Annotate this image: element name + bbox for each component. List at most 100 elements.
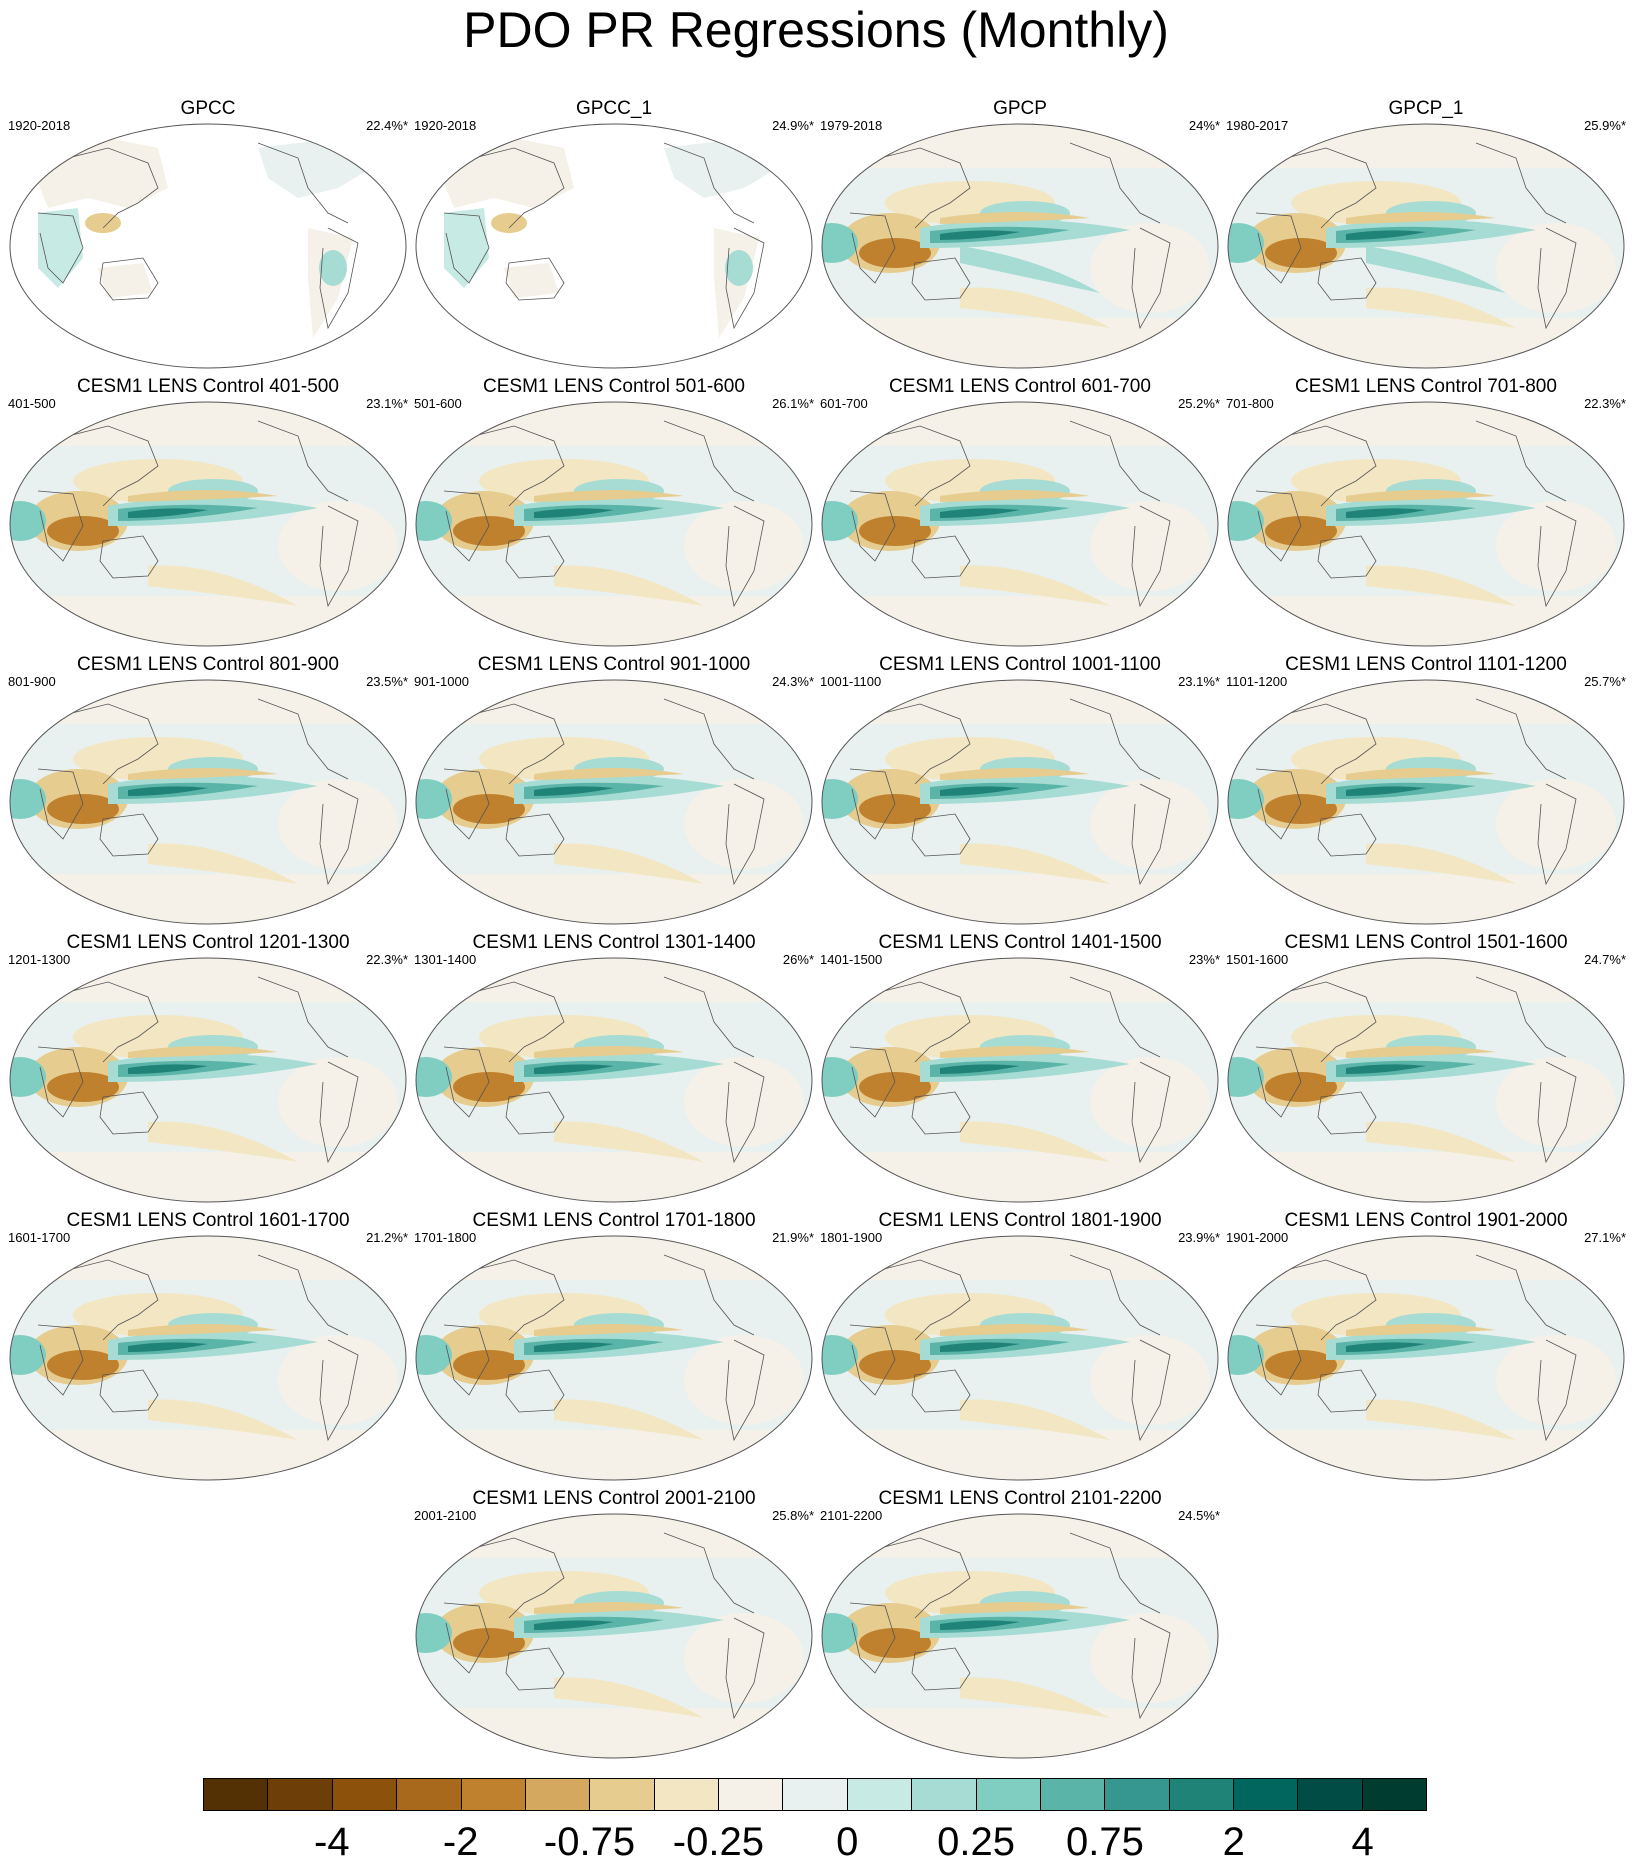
anomaly-itcz-dry bbox=[940, 1324, 1090, 1336]
map-svg bbox=[1227, 123, 1625, 369]
map-panel: CESM1 LENS Control 1301-1400 1301-1400 26%… bbox=[414, 932, 814, 1212]
coastline-south-america bbox=[725, 783, 765, 886]
coastline-australia bbox=[911, 1091, 971, 1135]
band-south bbox=[416, 874, 812, 924]
band-south bbox=[416, 596, 812, 646]
anomaly-indonesia-dry-core bbox=[453, 1072, 525, 1102]
map-outline bbox=[415, 401, 813, 647]
panel-title: CESM1 LENS Control 401-500 bbox=[77, 376, 339, 397]
colorbar-box bbox=[976, 1779, 1041, 1810]
coastline-asia bbox=[879, 703, 971, 785]
map-field bbox=[822, 958, 1218, 1202]
coastline-africa bbox=[849, 1602, 896, 1674]
panel-variance-label: 25.8%* bbox=[772, 1508, 814, 1523]
band-south bbox=[1228, 1430, 1624, 1480]
coastline-australia bbox=[1317, 535, 1377, 579]
anomaly-atlantic bbox=[684, 1613, 804, 1703]
band-south bbox=[822, 1708, 1218, 1758]
panel-variance-label: 24%* bbox=[1188, 118, 1220, 133]
coastline-north-america bbox=[1475, 420, 1567, 502]
coastline-north-america bbox=[1069, 698, 1161, 780]
colorbar-tick-label: 0.25 bbox=[937, 1820, 1015, 1864]
panel-period-label: 1601-1700 bbox=[8, 1230, 71, 1245]
anomaly-indonesia-dry-core bbox=[859, 794, 931, 824]
anomaly-indian-ocean-wet bbox=[1228, 223, 1264, 263]
map-outline bbox=[1227, 679, 1625, 925]
map-svg bbox=[821, 401, 1219, 647]
map-svg bbox=[9, 957, 407, 1203]
anomaly-spcz-wet bbox=[1366, 246, 1506, 293]
coastline-south-america bbox=[1537, 1339, 1577, 1442]
coastline-south-america bbox=[319, 1339, 359, 1442]
panel-period-label: 501-600 bbox=[414, 396, 462, 411]
map-panel: CESM1 LENS Control 701-800 701-800 22.3%* bbox=[1226, 376, 1626, 656]
coastline-africa bbox=[443, 1046, 490, 1118]
anomaly-equatorial-wet-peak bbox=[1346, 508, 1426, 518]
band-north bbox=[10, 680, 406, 724]
map-outline bbox=[415, 679, 813, 925]
panel-title: CESM1 LENS Control 1801-1900 bbox=[878, 1210, 1162, 1231]
coastline-asia bbox=[67, 703, 159, 785]
coastline-north-america bbox=[1069, 420, 1161, 502]
colorbar-box bbox=[719, 1779, 784, 1810]
anomaly-indonesia-dry-core bbox=[453, 516, 525, 546]
anomaly-spcz-dry bbox=[1366, 1121, 1516, 1162]
colorbar-box bbox=[332, 1779, 398, 1810]
anomaly-equatorial-wet-peak bbox=[940, 786, 1020, 796]
anomaly-equatorial-wet-peak bbox=[940, 508, 1020, 518]
map-outline bbox=[415, 1235, 813, 1481]
anomaly-spcz-dry bbox=[960, 1121, 1110, 1162]
anomaly-atlantic bbox=[278, 1335, 398, 1425]
anomaly-amazon bbox=[319, 250, 347, 286]
map-panel: CESM1 LENS Control 1601-1700 1601-1700 21.… bbox=[8, 1210, 408, 1490]
map-panel: CESM1 LENS Control 501-600 501-600 26.1%* bbox=[414, 376, 814, 656]
coastline-australia bbox=[505, 1647, 565, 1691]
map-outline bbox=[9, 1235, 407, 1481]
anomaly-atlantic bbox=[684, 779, 804, 869]
coastline-north-america bbox=[663, 1532, 755, 1614]
anomaly-itcz-dry bbox=[940, 490, 1090, 502]
panel-period-label: 1301-1400 bbox=[414, 952, 477, 967]
anomaly-spcz-dry bbox=[554, 1121, 704, 1162]
map-field bbox=[10, 958, 406, 1202]
coastline-north-america bbox=[663, 142, 755, 224]
coastline-africa bbox=[443, 1602, 490, 1674]
map-outline bbox=[9, 679, 407, 925]
panel-period-label: 2001-2100 bbox=[414, 1508, 477, 1523]
coastline-asia bbox=[473, 981, 565, 1063]
land-australia bbox=[504, 263, 559, 298]
anomaly-indonesia-dry-core bbox=[859, 238, 931, 268]
panel-variance-label: 22.3%* bbox=[366, 952, 408, 967]
coastline-north-america bbox=[1069, 142, 1161, 224]
coastline-south-america bbox=[319, 227, 359, 330]
colorbar-box bbox=[783, 1779, 848, 1810]
panel-title: CESM1 LENS Control 1901-2000 bbox=[1284, 1210, 1568, 1231]
coastline-asia bbox=[879, 147, 971, 229]
anomaly-indian-ocean-wet bbox=[1228, 779, 1264, 819]
panel-title: CESM1 LENS Control 501-600 bbox=[483, 376, 745, 397]
coastline-africa bbox=[849, 212, 896, 284]
panel-title: GPCP_1 bbox=[1388, 98, 1464, 119]
map-svg bbox=[821, 957, 1219, 1203]
band-south bbox=[416, 1708, 812, 1758]
panel-variance-label: 23.1%* bbox=[1178, 674, 1220, 689]
anomaly-indian-ocean-wet bbox=[416, 1057, 452, 1097]
coastline-africa bbox=[443, 212, 490, 284]
panel-title: CESM1 LENS Control 1001-1100 bbox=[879, 654, 1161, 675]
anomaly-maritime bbox=[491, 213, 527, 233]
anomaly-indonesia-dry-core bbox=[453, 1628, 525, 1658]
coastline-australia bbox=[1317, 257, 1377, 301]
anomaly-equatorial-wet-peak bbox=[534, 786, 614, 796]
coastline-australia bbox=[99, 1091, 159, 1135]
anomaly-equatorial-wet-peak bbox=[128, 508, 208, 518]
coastline-australia bbox=[505, 813, 565, 857]
map-outline bbox=[1227, 123, 1625, 369]
coastline-south-america bbox=[1131, 1617, 1171, 1720]
map-outline bbox=[821, 123, 1219, 369]
map-svg bbox=[821, 1235, 1219, 1481]
coastline-asia bbox=[879, 981, 971, 1063]
map-svg bbox=[821, 123, 1219, 369]
map-panel: CESM1 LENS Control 2001-2100 2001-2100 25.… bbox=[414, 1488, 814, 1768]
land-australia bbox=[98, 263, 153, 298]
coastline-asia bbox=[1285, 425, 1377, 507]
